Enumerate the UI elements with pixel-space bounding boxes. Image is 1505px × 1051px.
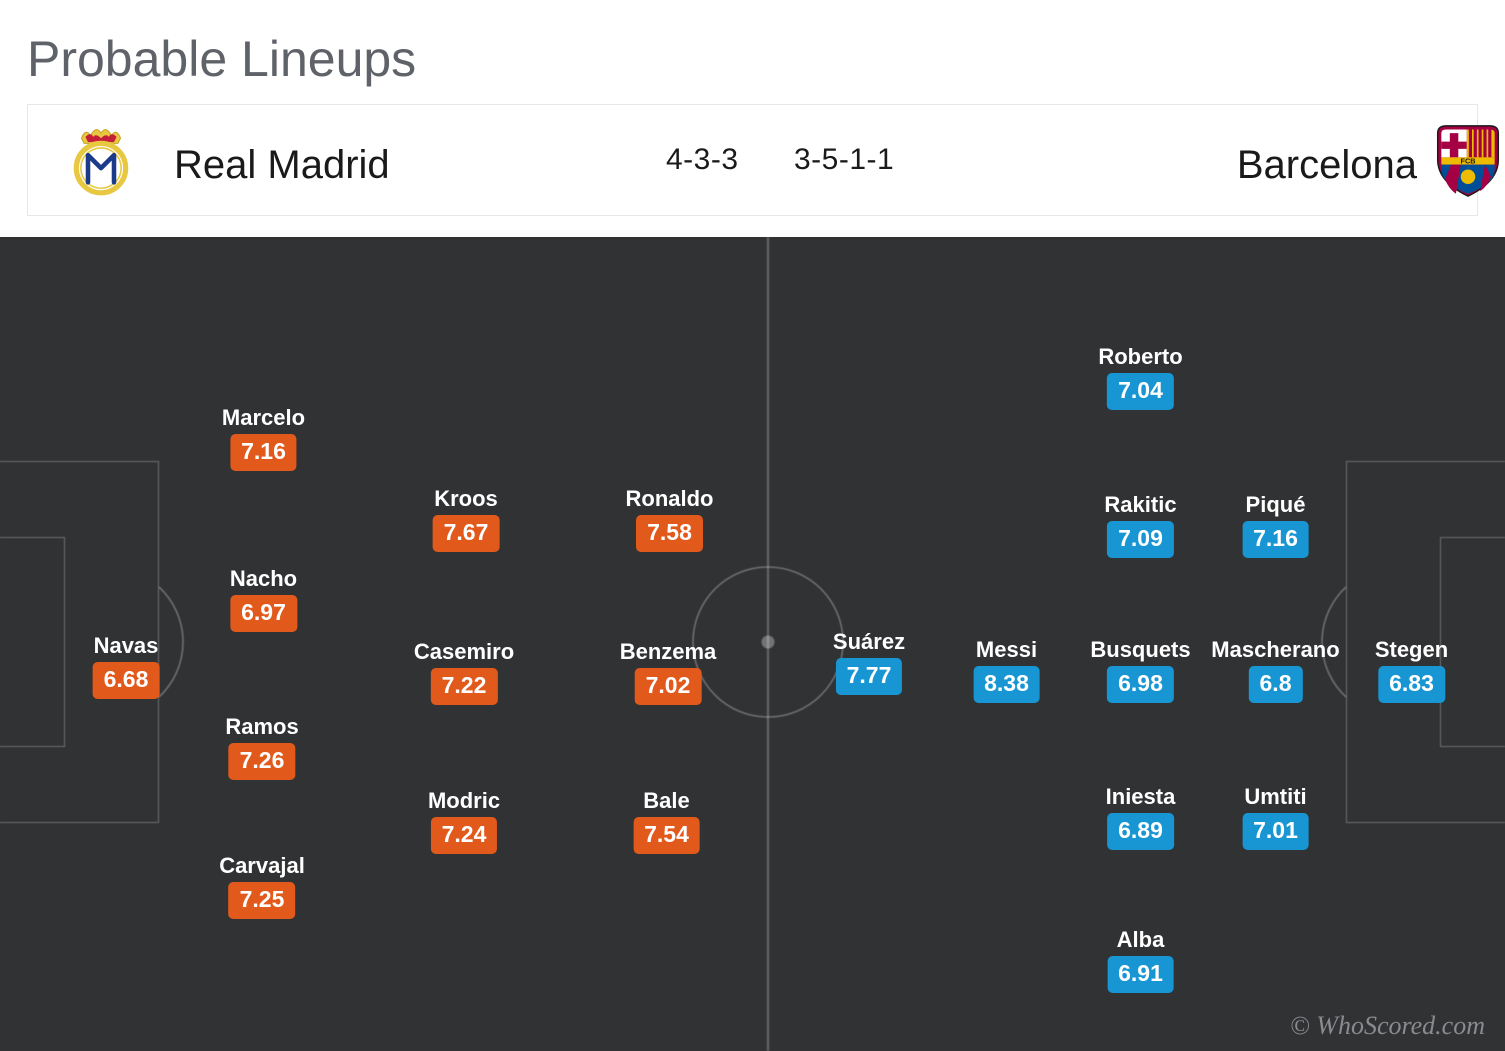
- svg-text:FCB: FCB: [1461, 156, 1476, 165]
